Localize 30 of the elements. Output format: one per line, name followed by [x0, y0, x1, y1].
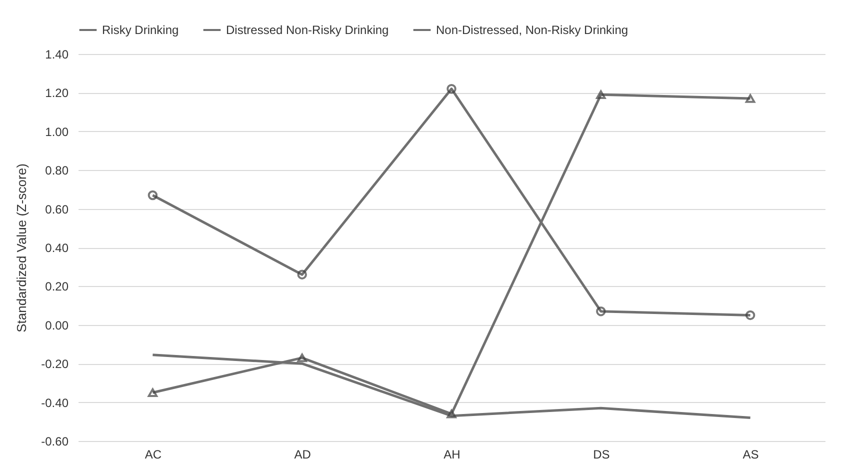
y-tick-label: 0.40 — [45, 241, 69, 255]
point — [745, 94, 756, 103]
x-tick-label: AH — [444, 448, 460, 462]
y-tick-label: 0.20 — [45, 280, 69, 294]
y-tick-label: 1.20 — [45, 86, 69, 100]
y-tick-label: 0.60 — [45, 202, 69, 216]
point — [596, 306, 606, 316]
y-tick-label: 1.40 — [45, 48, 69, 62]
y-tick-label: -0.20 — [41, 357, 69, 372]
point — [446, 84, 456, 94]
y-tick-label: 0.80 — [45, 164, 69, 178]
point — [596, 90, 606, 99]
x-tick-label: DS — [593, 448, 610, 462]
point — [148, 190, 158, 200]
y-tick-label: 1.00 — [45, 124, 69, 139]
point — [297, 353, 307, 362]
point — [745, 310, 756, 320]
y-tick-label: -0.40 — [41, 396, 69, 410]
point — [148, 388, 158, 397]
y-tick-label: -0.60 — [41, 434, 69, 448]
point — [446, 410, 456, 418]
x-tick-label: AS — [742, 448, 759, 462]
legend-label: Non-Distressed, Non-Risky Drinking — [436, 23, 628, 37]
point — [297, 270, 307, 280]
y-tick-label: 0.00 — [45, 318, 69, 332]
x-tick-label: AD — [294, 448, 312, 462]
x-tick-label: AC — [144, 448, 162, 462]
legend-label: Risky Drinking — [102, 23, 179, 37]
y-axis-title: Standardized Value (Z-score) — [14, 164, 30, 332]
legend-label: Distressed Non-Risky Drinking — [226, 23, 389, 37]
